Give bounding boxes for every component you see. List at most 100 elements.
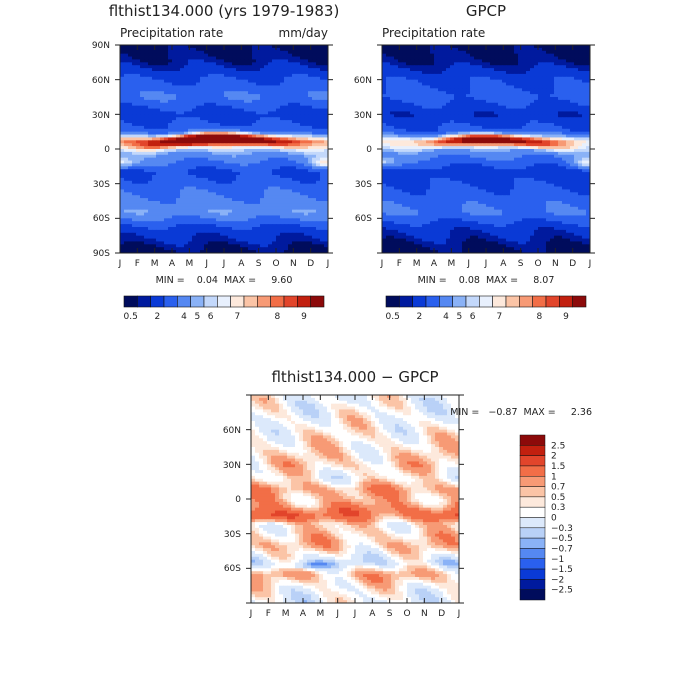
heatmap-cell [224,160,229,164]
heatmap-cell [300,131,305,135]
heatmap-cell [216,143,221,147]
heatmap-cell [244,143,249,147]
heatmap-cell [192,163,197,167]
heatmap-cell [252,198,257,202]
heatmap-cell [252,47,257,52]
heatmap-cell [292,172,297,176]
heatmap-cell [478,59,483,63]
heatmap-cell [308,50,313,55]
heatmap-cell [192,59,197,63]
heatmap-cell [180,53,185,57]
heatmap-cell [414,73,419,78]
heatmap-cell [200,76,205,81]
heatmap-cell [212,97,217,101]
heatmap-cell [482,79,487,83]
heatmap-cell [120,189,125,193]
heatmap-cell [272,62,277,66]
heatmap-cell [204,218,209,222]
heatmap-cell [260,123,265,127]
heatmap-cell [292,73,297,78]
heatmap-cell [120,71,125,75]
heatmap-cell [390,82,395,86]
heatmap-cell [320,140,325,144]
heatmap-cell [212,154,217,159]
heatmap-cell [184,79,189,83]
heatmap-cell [276,88,281,92]
heatmap-cell [312,250,317,254]
heatmap-cell [494,88,499,92]
heatmap-cell [180,198,185,202]
heatmap-cell [204,183,209,187]
heatmap-cell [152,172,157,176]
heatmap-cell [200,235,205,239]
heatmap-cell [152,192,157,196]
heatmap-cell [312,149,317,153]
heatmap-cell [300,125,305,130]
heatmap-cell [180,62,185,66]
heatmap-cell [268,250,273,254]
heatmap-cell [128,209,133,213]
heatmap-cell [248,235,253,239]
heatmap-cell [232,149,237,153]
heatmap-cell [458,71,463,75]
heatmap-cell [260,56,265,60]
heatmap-cell [324,99,329,104]
heatmap-cell [410,102,415,107]
heatmap-cell [268,53,273,57]
heatmap-cell [288,203,293,208]
heatmap-cell [144,238,149,242]
heatmap-cell [446,47,451,52]
colorbar-swatch [137,295,151,308]
heatmap-cell [168,56,173,60]
heatmap-cell [128,114,133,118]
heatmap-cell [276,137,281,141]
heatmap-cell [256,215,261,219]
heatmap-cell [136,65,141,69]
heatmap-cell [386,59,391,63]
heatmap-cell [220,56,225,60]
heatmap-cell [204,114,209,118]
heatmap-cell [292,97,297,101]
heatmap-cell [124,224,129,228]
heatmap-cell [236,172,241,176]
heatmap-cell [288,114,293,118]
heatmap-cell [160,50,165,55]
heatmap-cell [208,114,213,118]
colorbar-swatch [150,295,165,308]
heatmap-cell [192,238,197,242]
heatmap-cell [586,97,591,101]
heatmap-cell [272,99,277,104]
heatmap-cell [168,227,173,231]
heatmap-cell [216,250,221,254]
heatmap-cell [316,50,321,55]
heatmap-cell [192,229,197,234]
heatmap-cell [124,192,129,196]
heatmap-cell [148,88,153,92]
heatmap-cell [164,123,169,127]
heatmap-cell [252,177,257,182]
heatmap-cell [224,73,229,78]
heatmap-cell [280,154,285,159]
heatmap-cell [418,108,423,112]
heatmap-cell [252,140,257,144]
heatmap-cell [240,221,245,225]
heatmap-cell [252,143,257,147]
heatmap-cell [148,151,153,156]
heatmap-cell [224,71,229,75]
heatmap-cell [578,88,583,92]
heatmap-cell [188,68,193,72]
heatmap-cell [184,215,189,219]
heatmap-cell [228,97,233,101]
heatmap-cell [482,91,487,95]
heatmap-cell [296,235,301,239]
heatmap-cell [458,94,463,98]
heatmap-cell [224,166,229,170]
heatmap-cell [280,238,285,242]
heatmap-cell [502,91,507,95]
heatmap-cell [320,73,325,78]
heatmap-cell [566,79,571,83]
heatmap-cell [180,151,185,156]
heatmap-cell [220,215,225,219]
heatmap-cell [422,97,427,101]
heatmap-cell [458,47,463,52]
